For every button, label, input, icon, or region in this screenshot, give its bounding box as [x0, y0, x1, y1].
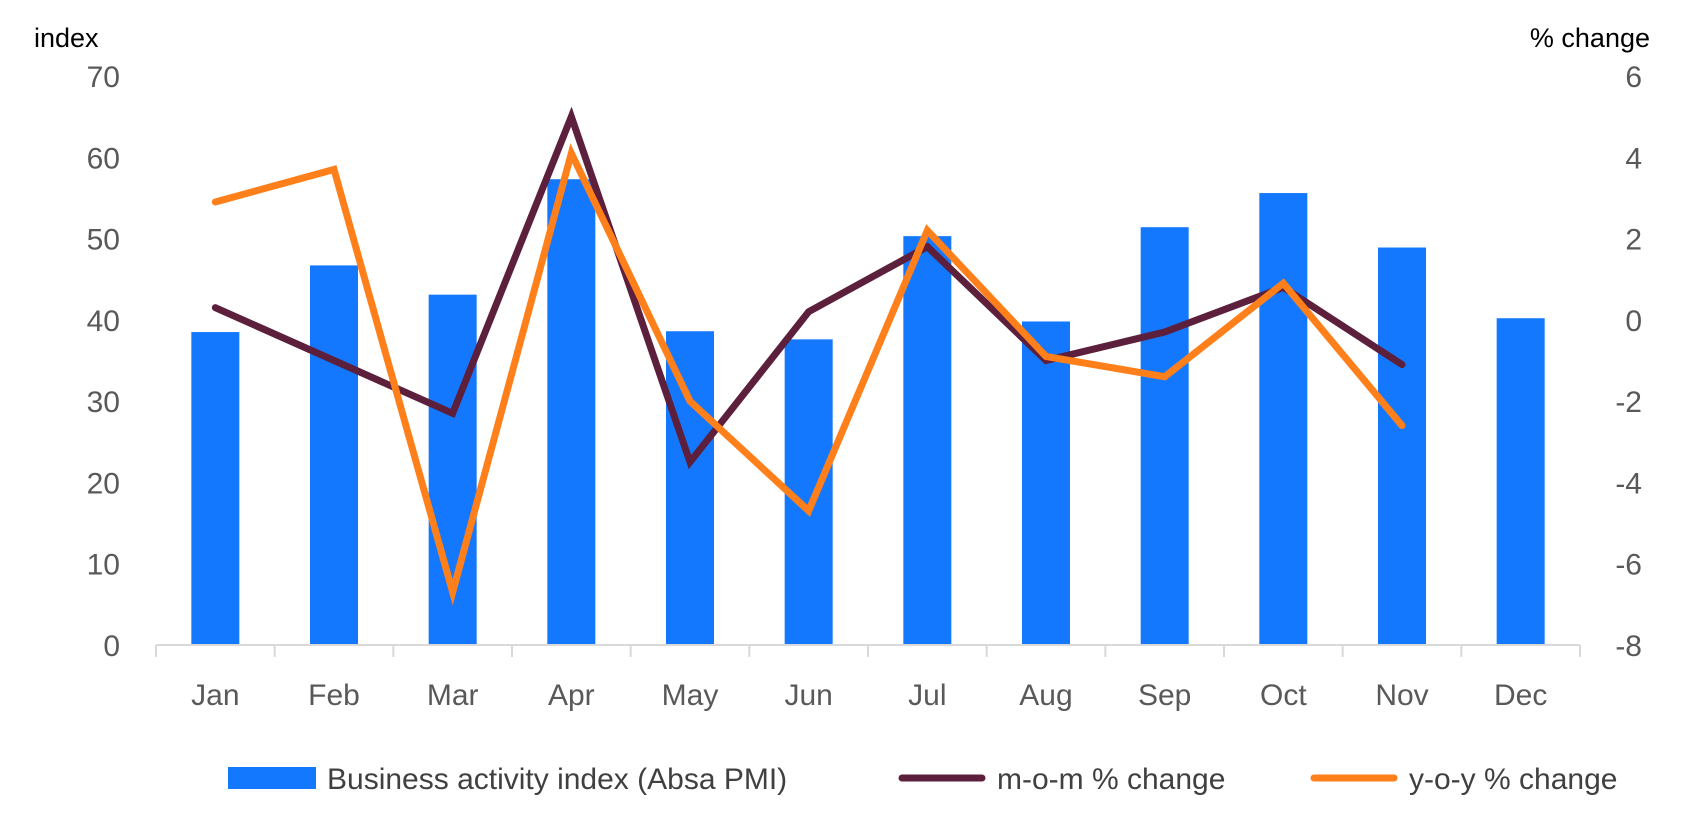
legend-label: y-o-y % change — [1409, 763, 1617, 796]
axes: Jan Feb Mar Apr May Jun Jul Aug Sep Oct Nov Dec7060… — [87, 61, 1642, 712]
left-y-tick-label: 50 — [87, 224, 120, 257]
left-y-tick-label: 20 — [87, 467, 120, 500]
right-y-tick-label: -6 — [1615, 549, 1642, 582]
x-tick-label: Jan — [191, 679, 239, 712]
right-y-tick-label: 4 — [1625, 142, 1642, 175]
x-tick-label: Aug — [1019, 679, 1072, 712]
right-axis-title: % change — [1530, 23, 1650, 53]
x-tick-label: Mar — [427, 679, 479, 712]
right-y-tick-label: -8 — [1615, 630, 1642, 663]
left-y-tick-label: 40 — [87, 305, 120, 338]
right-y-tick-label: 6 — [1625, 61, 1642, 94]
bar-aug — [1022, 321, 1070, 645]
left-y-tick-label: 60 — [87, 142, 120, 175]
right-y-tick-label: 0 — [1625, 305, 1642, 338]
x-tick-label: Oct — [1260, 679, 1307, 712]
legend-label: Business activity index (Absa PMI) — [327, 763, 787, 796]
x-tick-label: Dec — [1494, 679, 1547, 712]
bar-jan — [191, 332, 240, 645]
x-tick-label: Jul — [908, 679, 946, 712]
legend-label: m-o-m % change — [997, 763, 1225, 796]
legend-swatch-bar — [228, 767, 316, 789]
legend: Business activity index (Absa PMI) m-o-m … — [228, 763, 1617, 796]
bar-nov — [1378, 247, 1426, 645]
x-tick-label: May — [662, 679, 719, 712]
bar-sep — [1140, 227, 1189, 646]
right-y-tick-label: -2 — [1615, 386, 1642, 419]
x-tick-label: Feb — [308, 679, 360, 712]
x-tick-label: Sep — [1138, 679, 1191, 712]
right-y-tick-label: 2 — [1625, 224, 1642, 257]
bar-jul — [903, 236, 952, 645]
left-y-tick-label: 30 — [87, 386, 120, 419]
left-y-tick-label: 70 — [87, 61, 120, 94]
line-series — [211, 106, 1406, 606]
x-tick-label: Jun — [784, 679, 832, 712]
left-y-tick-label: 0 — [103, 630, 120, 663]
yoy-change-line — [211, 143, 1406, 606]
right-y-tick-label: -4 — [1615, 467, 1642, 500]
x-tick-label: Nov — [1375, 679, 1428, 712]
left-axis-title: index — [34, 23, 99, 53]
bar-oct — [1259, 193, 1308, 645]
bar-apr — [547, 179, 596, 646]
mom-change-line — [211, 106, 1406, 470]
x-tick-label: Apr — [548, 679, 595, 712]
bar-feb — [310, 265, 358, 645]
bar-dec — [1496, 318, 1545, 645]
left-y-tick-label: 10 — [87, 549, 120, 582]
bar-series — [191, 179, 1545, 646]
bar-may — [666, 331, 714, 645]
